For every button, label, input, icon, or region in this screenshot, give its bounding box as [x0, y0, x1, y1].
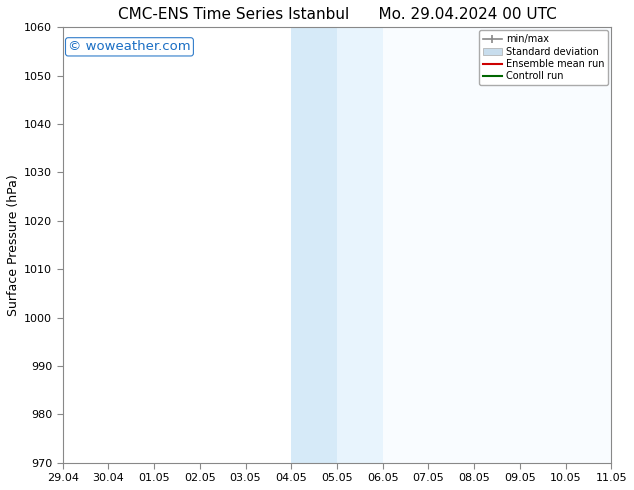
- Text: © woweather.com: © woweather.com: [68, 40, 191, 53]
- Legend: min/max, Standard deviation, Ensemble mean run, Controll run: min/max, Standard deviation, Ensemble me…: [479, 30, 609, 85]
- Bar: [383, 27, 611, 463]
- Bar: [337, 27, 383, 463]
- Title: CMC-ENS Time Series Istanbul      Mo. 29.04.2024 00 UTC: CMC-ENS Time Series Istanbul Mo. 29.04.2…: [117, 7, 556, 22]
- Bar: [291, 27, 337, 463]
- Y-axis label: Surface Pressure (hPa): Surface Pressure (hPa): [7, 174, 20, 316]
